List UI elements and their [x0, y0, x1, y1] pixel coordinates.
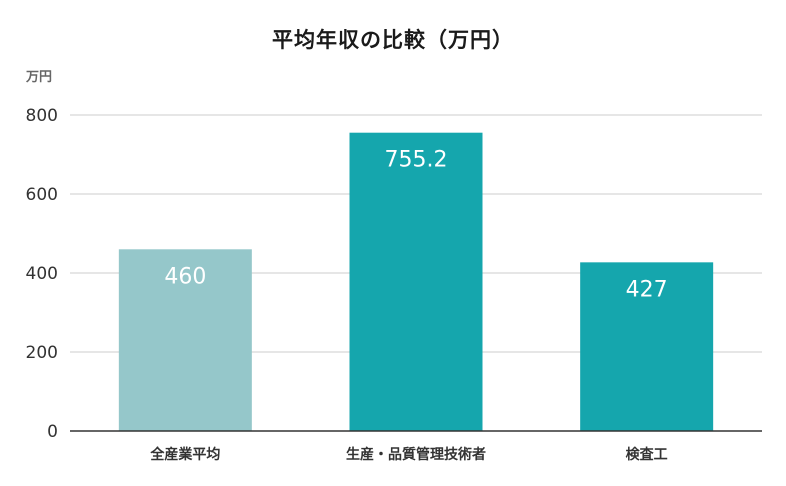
y-tick-label: 400: [26, 264, 58, 284]
bar: [349, 132, 483, 432]
y-tick-label: 800: [26, 106, 58, 126]
data-label: 427: [626, 277, 668, 302]
chart-title: 平均年収の比較（万円）: [272, 28, 514, 52]
x-tick-label: 生産・品質管理技術者: [346, 446, 486, 463]
data-label: 755.2: [385, 148, 448, 173]
bar: [118, 249, 252, 431]
data-label: 460: [164, 264, 206, 289]
y-tick-label: 600: [26, 185, 58, 205]
bar: [580, 262, 714, 431]
x-tick-label: 検査工: [626, 446, 668, 463]
y-tick-label: 200: [26, 343, 58, 363]
y-tick-label: 0: [47, 422, 58, 442]
y-axis-unit-label: 万円: [26, 70, 53, 85]
x-tick-label: 全産業平均: [149, 446, 220, 463]
